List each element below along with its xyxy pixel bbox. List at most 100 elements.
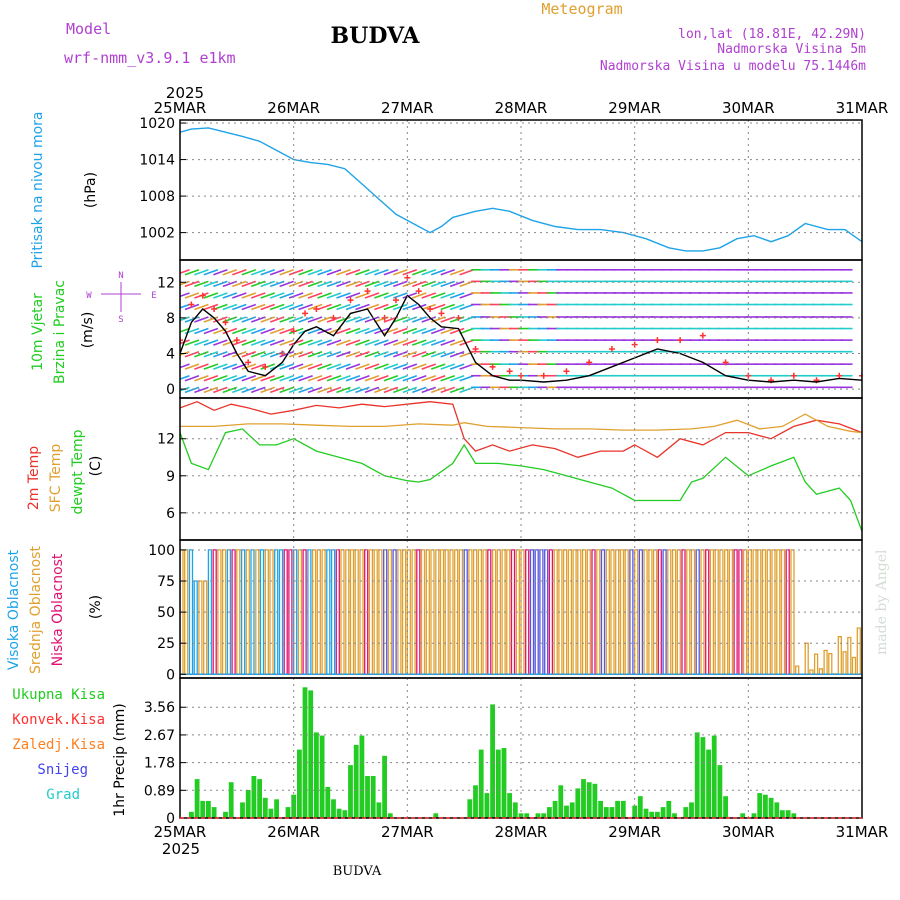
- cloud-bar: [662, 549, 667, 675]
- precip-bar: [189, 811, 194, 818]
- y-tick-label: 1008: [139, 189, 175, 205]
- wind-arrow: [374, 269, 389, 276]
- wind-arrow: [402, 339, 418, 346]
- precip-ylabel: 1hr Precip (mm): [112, 703, 128, 816]
- y-tick-label: 6: [166, 506, 175, 522]
- precip-bar: [336, 808, 342, 818]
- wind-arrow: [184, 339, 200, 346]
- wind-ylabel-2: Brzina i Pravac: [52, 280, 68, 384]
- gust-marker: [302, 310, 309, 317]
- panel-frame: [179, 677, 863, 819]
- gust-marker: [415, 288, 422, 295]
- wind-arrow: [393, 303, 408, 311]
- wind-arrow: [412, 292, 427, 299]
- precip-bar: [643, 808, 649, 818]
- precip-bar: [598, 800, 603, 818]
- wind-arrow: [194, 339, 209, 346]
- cloud-ylabel-low: Niska Oblacnost: [50, 553, 66, 666]
- cloud-bar: [577, 549, 582, 675]
- wind-arrow: [345, 269, 361, 276]
- wind-arrow: [250, 292, 266, 299]
- wind-arrow: [288, 292, 304, 299]
- wind-arrow: [213, 350, 228, 358]
- wind-arrow: [374, 350, 389, 358]
- precip-bar: [751, 813, 757, 818]
- wind-arrow: [345, 327, 361, 335]
- cloud-bar: [482, 549, 487, 675]
- cloud-bar: [643, 549, 648, 675]
- wind-arrow: [374, 386, 389, 394]
- cloud-bar: [818, 668, 824, 675]
- precip-bar: [683, 807, 689, 818]
- gust-marker: [790, 372, 797, 379]
- precip-bar: [672, 813, 677, 818]
- precip-bar: [763, 794, 768, 818]
- gust-marker: [211, 305, 218, 312]
- wind-arrow: [232, 292, 247, 299]
- wind-arrow: [180, 327, 190, 333]
- gust-marker: [472, 346, 479, 353]
- wind-arrow: [180, 269, 190, 275]
- wind-arrow: [374, 303, 389, 311]
- wind-arrow: [345, 339, 361, 346]
- wind-arrow: [364, 327, 380, 335]
- wind-arrow: [232, 303, 247, 311]
- wind-arrow: [288, 386, 304, 394]
- precip-bar: [433, 813, 439, 818]
- wind-arrow: [260, 280, 275, 288]
- wind-arrow: [336, 374, 351, 382]
- y-tick-label: 0: [166, 382, 175, 398]
- wind-arrow: [279, 269, 294, 276]
- wind-arrow: [298, 303, 313, 311]
- wind-arrow: [317, 339, 332, 346]
- wind-arrow: [459, 269, 474, 276]
- precip-bar: [569, 802, 575, 818]
- wind-arrow: [336, 303, 351, 311]
- wind-arrow: [440, 363, 455, 370]
- wind-arrow: [421, 327, 437, 335]
- cloud-bar: [752, 549, 757, 675]
- compass-north: N: [118, 271, 123, 281]
- time-tick-top-label: 26MAR: [267, 99, 320, 117]
- precip-bar: [649, 811, 655, 818]
- wind-arrow: [241, 374, 257, 382]
- wind-arrow: [449, 269, 465, 276]
- precip-bar: [512, 802, 518, 818]
- cloud-bar: [392, 549, 397, 675]
- precip-bar: [558, 785, 564, 818]
- precip-bar: [211, 807, 217, 818]
- gust-marker: [506, 368, 513, 375]
- y-tick-label: 75: [157, 574, 175, 590]
- precip-bar: [581, 779, 586, 818]
- cloud-bar: [373, 549, 378, 675]
- wind-arrow: [412, 316, 427, 323]
- cloud-bar: [302, 549, 307, 675]
- wind-arrow: [355, 374, 370, 382]
- wind-arrow: [203, 280, 219, 288]
- precip-bar: [194, 779, 200, 818]
- wind-arrow: [336, 327, 351, 335]
- wind-arrow: [298, 280, 313, 288]
- precip-bar: [353, 744, 359, 818]
- wind-arrow: [180, 364, 181, 366]
- wind-arrow: [336, 363, 351, 370]
- wind-arrow: [459, 316, 474, 323]
- wind-arrow: [317, 350, 332, 358]
- wind-arrow: [260, 339, 275, 346]
- cloud-bar: [813, 653, 819, 675]
- gust-marker: [188, 301, 195, 308]
- wind-arrow: [364, 386, 380, 394]
- panel-frame: [179, 119, 863, 261]
- wind-arrow: [326, 339, 342, 346]
- gust-marker: [438, 310, 445, 317]
- y-tick-label: 1002: [139, 226, 175, 242]
- wind-arrow: [232, 374, 247, 382]
- precip-bar: [575, 788, 581, 818]
- wind-arrow: [383, 350, 399, 358]
- wind-arrow: [402, 327, 418, 335]
- gust-marker: [233, 337, 240, 344]
- cloud-bar: [416, 549, 421, 675]
- precip-bar: [666, 800, 672, 818]
- wind-arrow: [250, 280, 266, 288]
- precip-bar: [541, 813, 547, 818]
